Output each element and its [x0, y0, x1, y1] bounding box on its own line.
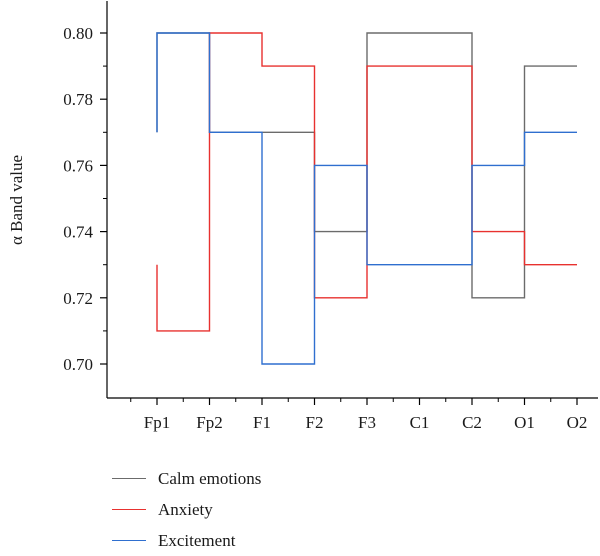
- x-tick-label: F3: [358, 413, 376, 432]
- x-tick-label: F2: [306, 413, 324, 432]
- legend-swatch-anxiety: [112, 509, 146, 510]
- series-layer: [156, 32, 577, 365]
- legend-item: Calm emotions: [112, 463, 261, 494]
- y-tick-label: 0.80: [63, 24, 93, 43]
- series-line-anxiety: [156, 32, 577, 332]
- legend-label-excitement: Excitement: [158, 530, 236, 550]
- ticks-layer: 0.70 0.72 0.74 0.76 0.78 0.80 Fp1 Fp2 F1 F2 F3 C1 C2…: [63, 24, 587, 432]
- legend-swatch-calm: [112, 478, 146, 479]
- y-tick-label: 0.78: [63, 90, 93, 109]
- legend-item: Excitement: [112, 525, 261, 556]
- legend-item: Anxiety: [112, 494, 261, 525]
- x-tick-label: C2: [462, 413, 482, 432]
- legend-label-anxiety: Anxiety: [158, 499, 213, 519]
- x-tick-label: Fp1: [144, 413, 170, 432]
- y-tick-label: 0.70: [63, 355, 93, 374]
- legend-swatch-excitement: [112, 540, 146, 541]
- axes: [106, 1, 598, 399]
- x-tick-label: O2: [567, 413, 588, 432]
- x-tick-label: F1: [253, 413, 271, 432]
- y-tick-label: 0.76: [63, 156, 93, 175]
- series-line-excitement: [156, 32, 577, 365]
- legend-label-calm: Calm emotions: [158, 468, 262, 488]
- legend: Calm emotions Anxiety Excitement: [112, 463, 261, 556]
- y-axis-label: α Band value: [7, 155, 26, 245]
- y-tick-label: 0.72: [63, 289, 93, 308]
- x-tick-label: Fp2: [196, 413, 222, 432]
- x-tick-label: O1: [514, 413, 535, 432]
- x-tick-label: C1: [410, 413, 430, 432]
- y-tick-label: 0.74: [63, 223, 93, 242]
